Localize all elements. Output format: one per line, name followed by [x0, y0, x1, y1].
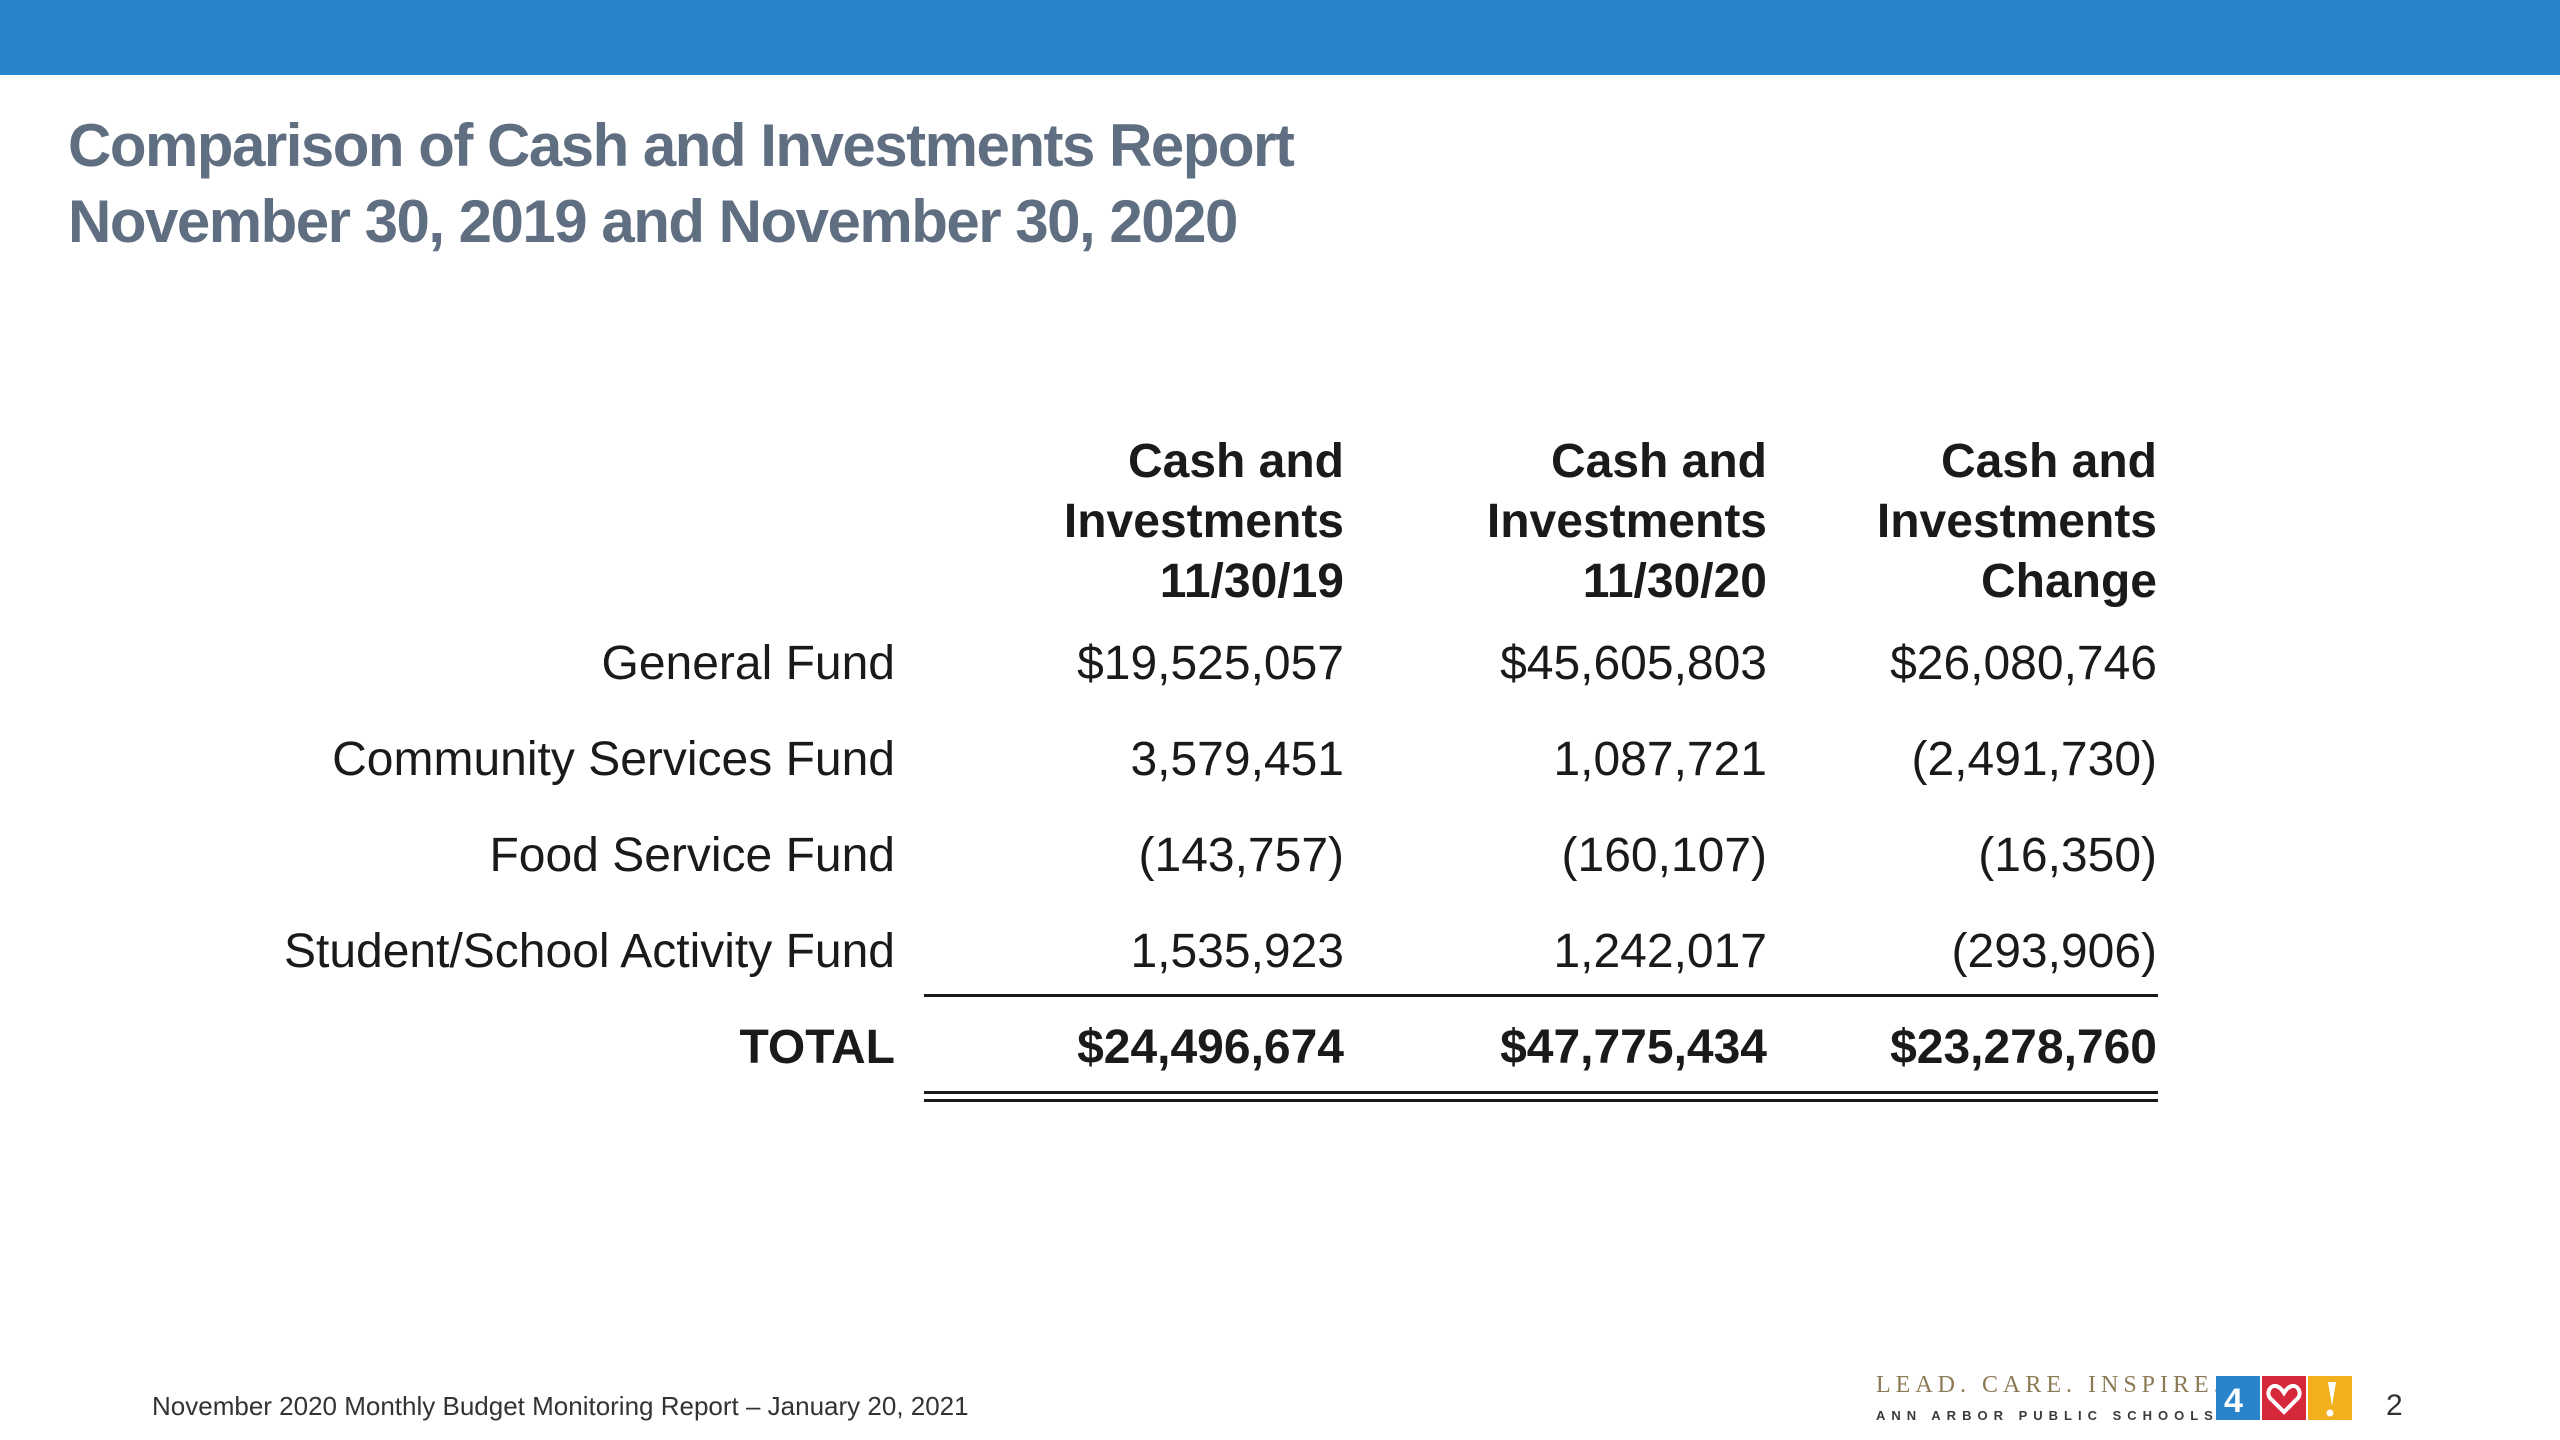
subtotal-rule — [924, 994, 2158, 997]
cell-total-2020: $47,775,434 — [1500, 1021, 1767, 1074]
logo-exclamation-icon — [2328, 1382, 2336, 1406]
cell-food-service-change: (16,350) — [1978, 829, 2157, 882]
cell-student-activity-2019: 1,535,923 — [1130, 925, 1344, 978]
row-label-total: TOTAL — [739, 1021, 895, 1074]
logo-heart-icon — [2266, 1383, 2302, 1415]
cell-community-services-2019: 3,579,451 — [1130, 733, 1344, 786]
title-line-2: November 30, 2019 and November 30, 2020 — [68, 188, 1238, 255]
page-title: Comparison of Cash and Investments Repor… — [68, 108, 1568, 260]
column-header-line: 11/30/19 — [1159, 555, 1344, 608]
cell-general-fund-2019: $19,525,057 — [1077, 637, 1344, 690]
column-header-change: Cash and Investments Change — [1757, 432, 2157, 612]
district-logo: LEAD. CARE. INSPIRE. ANN ARBOR PUBLIC SC… — [1876, 1372, 2356, 1428]
total-double-rule-upper — [924, 1091, 2158, 1094]
column-header-line: Investments — [1063, 495, 1344, 548]
footer-report-caption: November 2020 Monthly Budget Monitoring … — [152, 1391, 969, 1421]
column-header-2020: Cash and Investments 11/30/20 — [1367, 432, 1767, 612]
column-header-line: Investments — [1486, 495, 1767, 548]
row-label-student-school-activity-fund: Student/School Activity Fund — [283, 925, 895, 978]
cell-general-fund-2020: $45,605,803 — [1500, 637, 1767, 690]
column-header-line: Change — [1980, 555, 2157, 608]
row-label-general-fund: General Fund — [601, 637, 895, 690]
row-label-community-services-fund: Community Services Fund — [332, 733, 895, 786]
cell-community-services-2020: 1,087,721 — [1553, 733, 1767, 786]
logo-four-glyph: 4 — [2224, 1382, 2243, 1420]
cell-general-fund-change: $26,080,746 — [1890, 637, 2157, 690]
logo-tagline: LEAD. CARE. INSPIRE. — [1876, 1372, 2225, 1398]
cell-food-service-2019: (143,757) — [1138, 829, 1344, 882]
column-header-line: Cash and — [1127, 435, 1344, 488]
cell-student-activity-change: (293,906) — [1951, 925, 2157, 978]
column-header-2019: Cash and Investments 11/30/19 — [944, 432, 1344, 612]
column-header-line: 11/30/20 — [1582, 555, 1767, 608]
logo-blue-square-icon — [2216, 1376, 2260, 1420]
column-header-line: Investments — [1876, 495, 2157, 548]
logo-mark-icon: 4 — [2216, 1376, 2352, 1420]
column-header-line: Cash and — [1940, 435, 2157, 488]
cell-total-change: $23,278,760 — [1890, 1021, 2157, 1074]
column-header-line: Cash and — [1550, 435, 1767, 488]
total-double-rule-lower — [924, 1099, 2158, 1102]
cell-food-service-2020: (160,107) — [1561, 829, 1767, 882]
cell-total-2019: $24,496,674 — [1077, 1021, 1344, 1074]
top-banner-bar — [0, 0, 2560, 75]
title-line-1: Comparison of Cash and Investments Repor… — [68, 112, 1295, 179]
cell-student-activity-2020: 1,242,017 — [1553, 925, 1767, 978]
page-number: 2 — [2386, 1389, 2403, 1422]
cell-community-services-change: (2,491,730) — [1911, 733, 2157, 786]
row-label-food-service-fund: Food Service Fund — [489, 829, 895, 882]
logo-district-name: ANN ARBOR PUBLIC SCHOOLS — [1876, 1408, 2219, 1423]
